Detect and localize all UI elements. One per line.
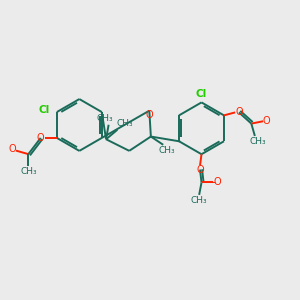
Text: O: O	[213, 178, 220, 188]
Text: CH₃: CH₃	[20, 167, 37, 176]
Text: CH₃: CH₃	[250, 137, 266, 146]
Text: Cl: Cl	[39, 105, 50, 115]
Text: Cl: Cl	[196, 89, 207, 99]
Text: CH₃: CH₃	[158, 146, 175, 154]
Text: CH₃: CH₃	[97, 114, 113, 123]
Text: O: O	[235, 107, 243, 117]
Text: O: O	[8, 144, 16, 154]
Text: CH₃: CH₃	[191, 196, 208, 205]
Text: O: O	[146, 110, 153, 120]
Text: CH₃: CH₃	[116, 119, 133, 128]
Text: O: O	[37, 133, 44, 143]
Text: O: O	[263, 116, 271, 126]
Text: O: O	[196, 164, 204, 175]
